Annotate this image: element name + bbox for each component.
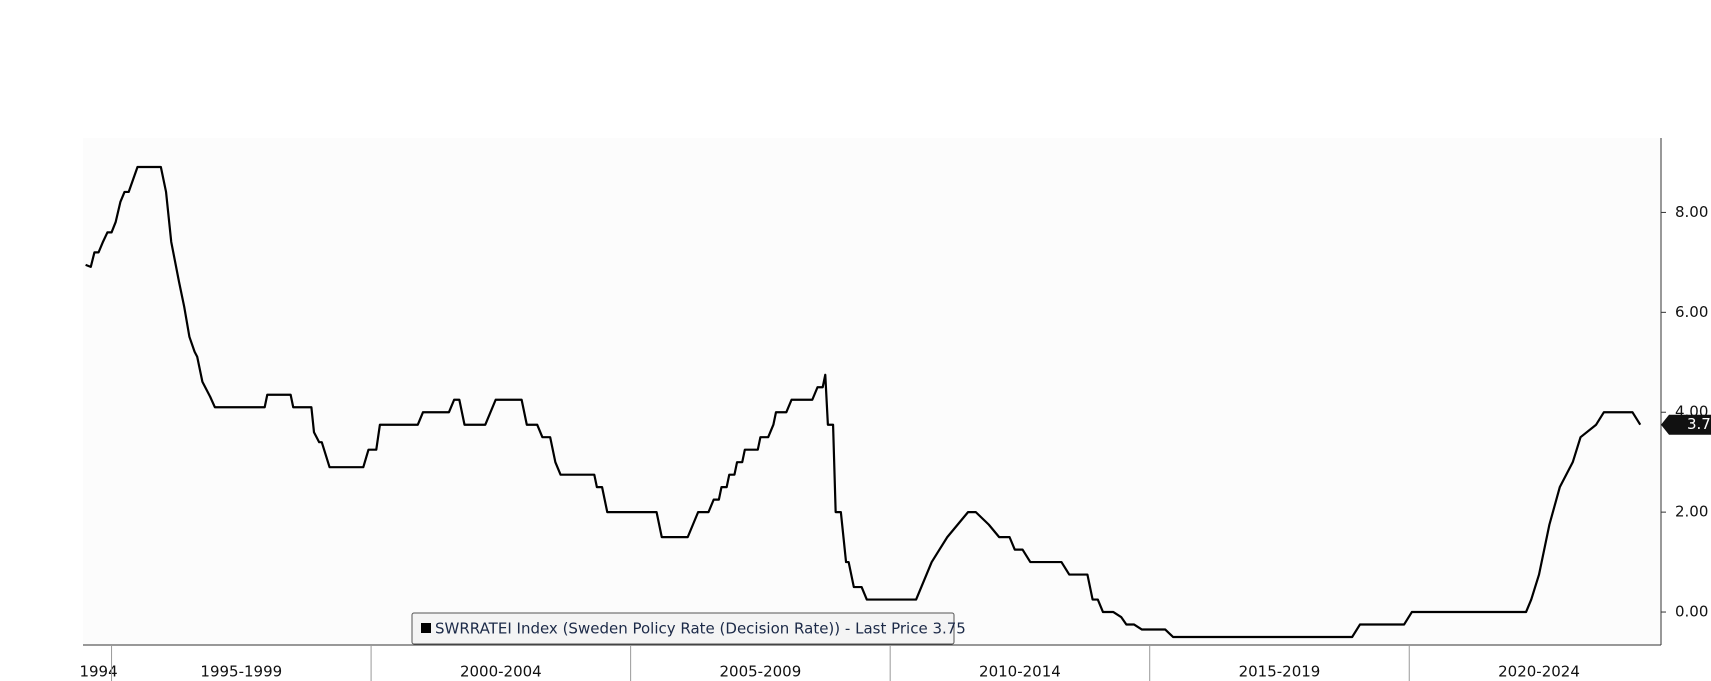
x-tick-label: 1995-1999 bbox=[200, 663, 282, 681]
legend-swatch bbox=[421, 623, 431, 633]
legend-box bbox=[411, 612, 955, 645]
x-tick-label: 1994 bbox=[79, 663, 117, 681]
y-tick-label: 8.00 bbox=[1675, 203, 1708, 221]
x-tick-label: 2020-2024 bbox=[1498, 663, 1580, 681]
y-tick-label: 6.00 bbox=[1675, 303, 1708, 321]
y-tick-label: 0.00 bbox=[1675, 603, 1708, 621]
last-price-label: 3.75 bbox=[1687, 415, 1711, 433]
plot-area bbox=[83, 138, 1661, 645]
x-tick-label: 2010-2014 bbox=[979, 663, 1061, 681]
x-tick-label: 2000-2004 bbox=[460, 663, 542, 681]
legend: SWRRATEI Index (Sweden Policy Rate (Deci… bbox=[411, 612, 966, 645]
legend-label: SWRRATEI Index (Sweden Policy Rate (Deci… bbox=[435, 620, 966, 638]
x-tick-label: 2005-2009 bbox=[720, 663, 802, 681]
x-tick-label: 2015-2019 bbox=[1239, 663, 1321, 681]
series-line bbox=[85, 165, 1642, 639]
last-price-tag bbox=[1661, 414, 1711, 435]
y-tick-label: 2.00 bbox=[1675, 503, 1708, 521]
